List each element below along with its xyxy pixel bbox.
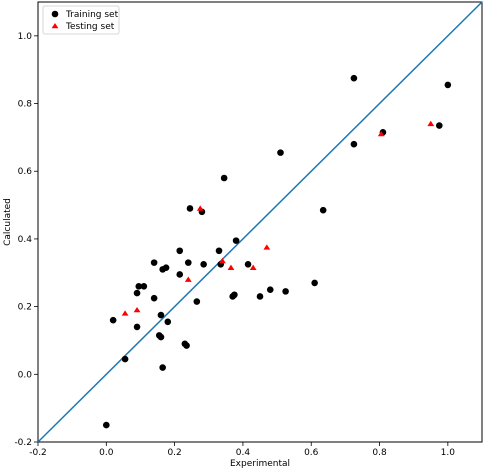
legend: Training set Testing set [42,5,120,35]
training-point-6 [140,283,148,290]
training-point-21 [186,205,194,212]
y-tick-label-1: 0.0 [18,370,33,380]
training-point-27 [220,174,228,182]
training-point-0 [103,421,110,429]
x-tick-label-1: 0.0 [99,448,114,458]
y-tick-label-3: 0.4 [18,235,33,245]
training-point-35 [282,288,289,295]
training-point-32 [256,293,264,300]
y-tick-label-0: -0.2 [14,438,32,448]
legend-label-testing: Testing set [65,22,115,32]
training-point-29 [231,291,238,299]
x-tick-label-3: 0.4 [236,448,251,458]
training-point-41 [436,122,443,129]
training-point-11 [157,311,165,319]
testing-point-2 [184,276,192,282]
legend-marker-testing [51,22,59,29]
training-point-4 [133,323,141,331]
training-point-5 [135,283,143,290]
reference-line [37,1,483,443]
training-point-13 [159,364,166,371]
training-point-19 [183,342,190,349]
training-point-33 [266,286,274,293]
testing-point-1 [133,306,141,313]
training-point-24 [200,261,207,268]
data-points [103,74,452,429]
x-tick-label-2: 0.2 [167,448,181,458]
training-point-31 [244,261,252,268]
legend-label-training: Training set [65,10,119,20]
x-axis: -0.2 0.0 0.2 0.4 0.6 0.8 1.0 [29,442,455,458]
testing-point-6 [249,264,257,270]
y-tick-label-2: 0.2 [18,303,32,313]
training-point-38 [350,74,358,82]
testing-point-3 [196,205,204,211]
training-point-1 [109,316,117,324]
training-point-8 [150,294,158,302]
x-tick-label-0: -0.2 [29,448,47,458]
legend-marker-training [51,10,59,18]
testing-point-7 [263,244,271,250]
testing-point-5 [227,264,235,270]
testing-point-4 [219,257,226,264]
legend-box [42,5,120,35]
training-point-37 [319,206,327,214]
y-tick-label-5: 0.8 [18,100,33,110]
testing-point-9 [427,120,435,127]
training-point-20 [184,259,192,266]
training-point-14 [162,264,170,271]
training-point-17 [176,271,184,278]
testing-point-0 [121,310,129,316]
training-point-42 [444,81,452,89]
y-tick-label-6: 1.0 [18,32,33,42]
x-tick-label-6: 1.0 [441,448,456,458]
training-point-25 [215,247,223,255]
training-point-30 [232,237,240,244]
y-axis-label: Calculated [3,198,13,246]
x-axis-label: Experimental [230,459,290,469]
x-tick-label-4: 0.6 [304,448,319,458]
training-point-10 [157,333,165,341]
training-point-36 [311,279,318,287]
x-tick-label-5: 0.8 [372,448,387,458]
training-point-34 [277,149,284,156]
training-point-15 [164,318,172,326]
training-point-2 [121,355,129,363]
training-point-39 [350,140,358,148]
training-point-16 [176,247,184,255]
testing-point-8 [377,130,385,137]
training-point-22 [193,298,201,305]
training-point-7 [150,259,158,266]
training-point-3 [133,289,141,297]
y-axis: -0.2 0.0 0.2 0.4 0.6 0.8 1.0 [14,32,38,448]
y-tick-label-4: 0.6 [18,167,33,177]
